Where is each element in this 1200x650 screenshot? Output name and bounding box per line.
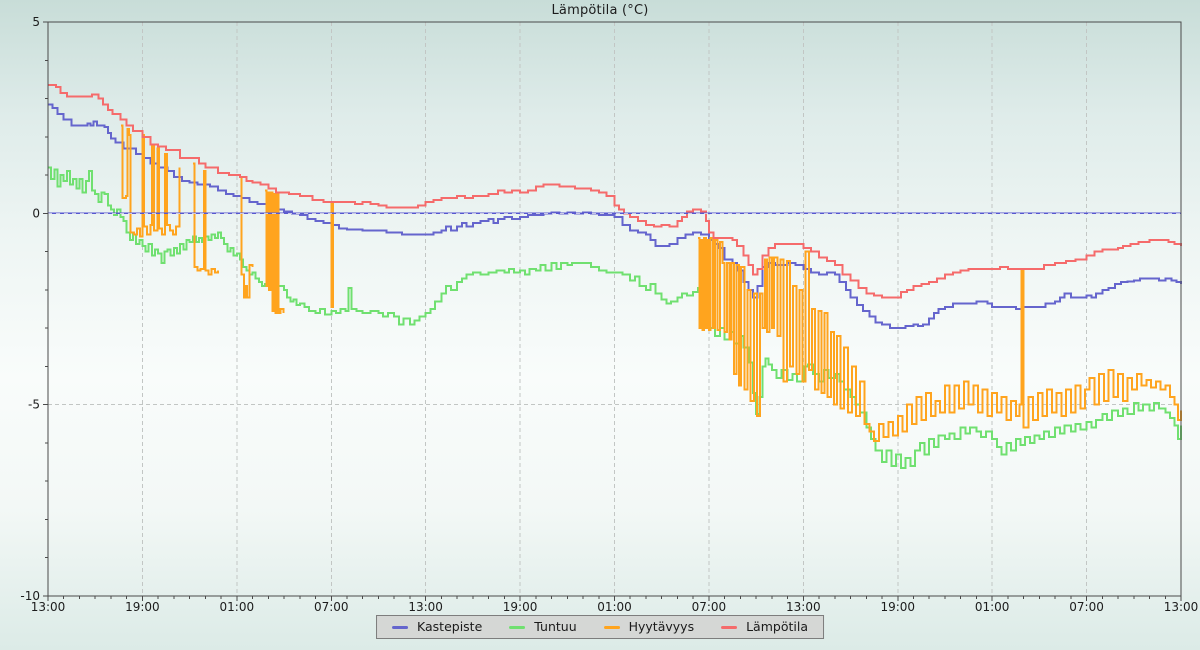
svg-text:19:00: 19:00 [880,600,915,614]
svg-text:07:00: 07:00 [1069,600,1104,614]
legend-label: Kastepiste [417,618,483,634]
svg-text:19:00: 19:00 [125,600,160,614]
legend-item-tuntuu: Tuntuu [509,618,577,634]
legend-label: Tuntuu [534,618,577,634]
svg-text:01:00: 01:00 [597,600,632,614]
legend-label: Lämpötila [746,618,808,634]
svg-text:13:00: 13:00 [31,600,66,614]
chart-title: Lämpötila (°C) [551,3,649,18]
legend-label: Hyytävyys [628,618,695,634]
legend-swatch-lampotila [721,625,738,629]
svg-text:19:00: 19:00 [503,600,538,614]
svg-text:07:00: 07:00 [692,600,727,614]
chart-legend: Kastepiste Tuntuu Hyytävyys Lämpötila [376,615,824,639]
legend-item-kastepiste: Kastepiste [392,618,483,634]
svg-text:5: 5 [32,15,40,29]
svg-text:13:00: 13:00 [1164,600,1199,614]
svg-text:13:00: 13:00 [786,600,821,614]
svg-text:-5: -5 [28,398,40,412]
svg-text:13:00: 13:00 [408,600,443,614]
svg-text:01:00: 01:00 [220,600,255,614]
legend-swatch-hyytavyys [603,625,620,629]
svg-text:01:00: 01:00 [975,600,1010,614]
legend-swatch-tuntuu [509,625,526,629]
svg-text:07:00: 07:00 [314,600,349,614]
legend-item-lampotila: Lämpötila [721,618,808,634]
legend-swatch-kastepiste [392,625,409,629]
svg-text:-10: -10 [20,589,40,603]
legend-item-hyytavyys: Hyytävyys [603,618,695,634]
svg-text:0: 0 [32,206,40,220]
